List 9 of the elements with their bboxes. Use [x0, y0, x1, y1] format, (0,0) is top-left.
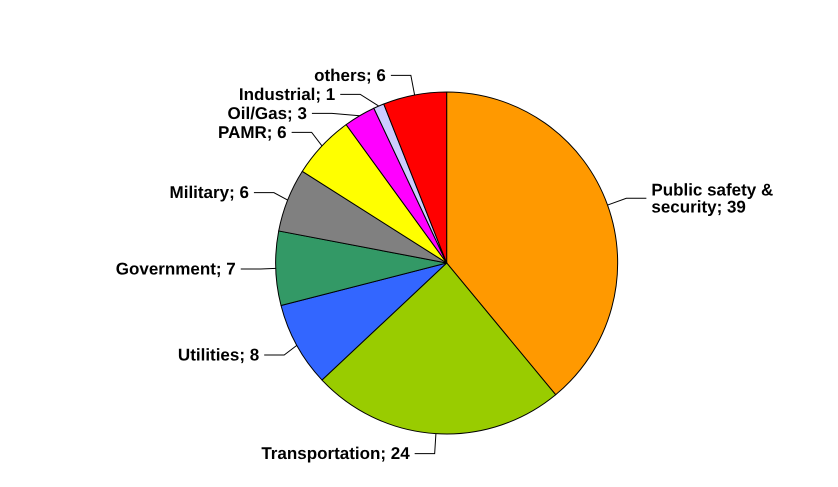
slice-label: others; 6: [314, 66, 386, 85]
slice-label: Transportation; 24: [261, 444, 410, 464]
slice-label: Oil/Gas; 3: [228, 104, 307, 123]
slice-label: Government; 7: [116, 259, 236, 278]
slice-label: Military; 6: [170, 183, 249, 202]
slice-label: PAMR; 6: [218, 122, 287, 142]
slice-label: Industrial; 1: [238, 84, 336, 104]
slice-label: Public safety & security; 39: [651, 180, 778, 216]
slice-label: Utilities; 8: [178, 345, 260, 364]
